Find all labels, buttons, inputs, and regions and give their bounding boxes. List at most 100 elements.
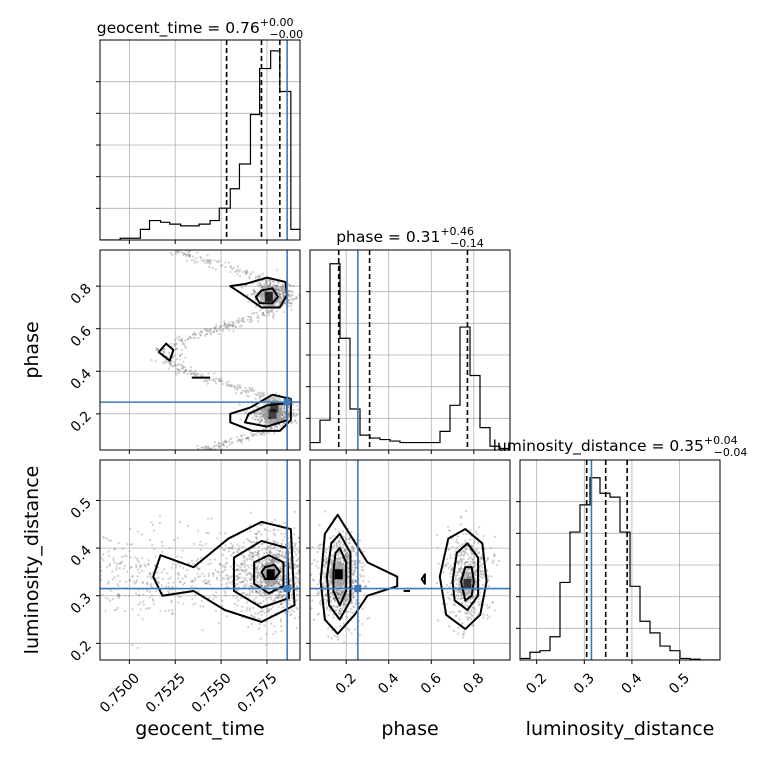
- scatter-point: [260, 565, 264, 568]
- scatter-point: [217, 377, 220, 381]
- scatter-point: [259, 394, 262, 398]
- scatter-point: [324, 555, 327, 558]
- histogram-luminosity_distance: [520, 460, 720, 660]
- scatter-point: [457, 563, 460, 566]
- scatter-point: [259, 415, 262, 418]
- scatter-point: [297, 551, 300, 554]
- scatter-point: [231, 268, 234, 271]
- scatter-point: [150, 594, 153, 597]
- scatter-point: [266, 311, 270, 314]
- scatter-point: [261, 419, 264, 422]
- scatter-point: [481, 583, 484, 587]
- scatter-point: [271, 559, 274, 562]
- scatter-point: [466, 611, 469, 615]
- scatter-point: [277, 582, 280, 585]
- scatter-point: [258, 580, 261, 583]
- scatter-point: [473, 595, 477, 598]
- scatter-point: [103, 536, 106, 540]
- scatter-point: [238, 268, 242, 271]
- scatter-point: [256, 571, 259, 574]
- scatter-point: [147, 607, 150, 610]
- scatter-point: [461, 602, 464, 605]
- scatter-point: [347, 566, 350, 569]
- scatter-point: [199, 255, 202, 259]
- scatter-point: [227, 261, 231, 264]
- scatter-point: [467, 573, 470, 576]
- scatter-point: [283, 407, 286, 410]
- scatter-point: [272, 560, 275, 563]
- density-peak-1: [264, 291, 273, 302]
- scatter-point: [470, 610, 473, 613]
- scatter-point: [155, 348, 159, 351]
- scatter-point: [471, 557, 475, 561]
- scatter-point: [350, 601, 354, 604]
- scatter-point: [296, 408, 300, 411]
- scatter-point: [240, 569, 243, 572]
- scatter-point: [243, 434, 246, 437]
- truth-marker: [283, 398, 291, 406]
- scatter-point: [274, 559, 277, 562]
- scatter-point: [337, 540, 341, 543]
- scatter-point: [252, 541, 256, 544]
- scatter-point: [171, 585, 174, 588]
- scatter-point: [351, 559, 355, 562]
- scatter-point: [190, 258, 193, 262]
- scatter-point: [257, 602, 260, 605]
- scatter-point: [243, 556, 246, 560]
- scatter-point: [470, 576, 473, 580]
- scatter-point: [189, 336, 192, 339]
- scatter-point: [464, 539, 467, 543]
- scatter-point: [284, 416, 287, 419]
- scatter-point: [242, 580, 246, 583]
- scatter-point: [191, 579, 194, 582]
- scatter-point: [206, 517, 209, 520]
- scatter-point: [193, 542, 196, 546]
- scatter-point: [330, 562, 333, 565]
- scatter-point: [154, 577, 158, 580]
- scatter-point: [290, 593, 294, 596]
- scatter-point: [351, 593, 354, 597]
- scatter-point: [471, 545, 474, 548]
- scatter-point: [224, 574, 228, 577]
- ytick-label-phase-3: 0.8: [68, 281, 95, 308]
- scatter-point: [206, 258, 209, 262]
- scatter-point: [236, 577, 240, 580]
- scatter-point: [346, 558, 349, 561]
- scatter-point: [105, 537, 109, 540]
- scatter-point: [272, 313, 276, 316]
- scatter-point: [199, 334, 202, 337]
- scatter-point: [220, 325, 223, 328]
- scatter-point: [482, 534, 485, 538]
- scatter-point: [367, 580, 370, 583]
- scatter-point: [304, 584, 306, 586]
- scatter-point: [257, 320, 260, 323]
- scatter-point: [259, 523, 263, 526]
- title-phase: phase = 0.31+0.46 −0.14: [336, 225, 484, 250]
- scatter-point: [278, 286, 281, 289]
- scatter-point: [261, 581, 264, 584]
- scatter-point: [260, 408, 264, 412]
- scatter-point: [181, 577, 184, 580]
- scatter-point: [165, 360, 168, 364]
- scatter-point: [463, 562, 467, 565]
- scatter-point: [220, 442, 223, 445]
- scatter-point: [200, 330, 203, 333]
- scatter-point: [336, 557, 339, 560]
- scatter-point: [177, 601, 180, 604]
- scatter-point: [248, 609, 251, 612]
- scatter-point: [267, 432, 271, 435]
- scatter-point: [279, 602, 283, 605]
- scatter-point: [246, 436, 250, 439]
- scatter-point: [289, 302, 293, 305]
- scatter-point: [127, 594, 130, 597]
- scatter-point: [459, 523, 462, 526]
- scatter-point: [240, 580, 243, 584]
- scatter-point: [310, 573, 313, 576]
- scatter-point: [176, 363, 179, 366]
- scatter-point: [136, 575, 139, 578]
- scatter-point: [139, 565, 142, 568]
- scatter-point: [447, 596, 450, 600]
- scatter-point: [301, 609, 303, 611]
- scatter-point: [146, 582, 149, 585]
